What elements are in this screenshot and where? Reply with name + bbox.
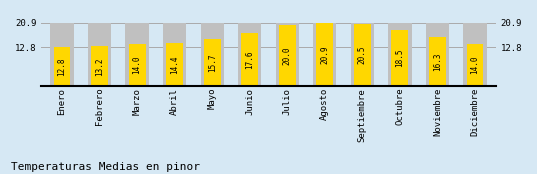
Text: 17.6: 17.6 [245, 50, 254, 69]
Bar [275, 23, 299, 86]
Bar [463, 23, 487, 86]
Text: 20.9: 20.9 [320, 45, 329, 64]
Text: Temperaturas Medias en pinor: Temperaturas Medias en pinor [11, 162, 200, 172]
Bar [163, 23, 186, 86]
Text: 15.7: 15.7 [208, 53, 217, 72]
Text: 20.0: 20.0 [283, 47, 292, 65]
Bar [88, 23, 111, 86]
Bar [429, 37, 446, 86]
Bar [204, 38, 221, 86]
Bar [313, 23, 337, 86]
Bar [241, 33, 258, 86]
Bar [54, 47, 70, 86]
Bar [391, 30, 408, 86]
Bar [426, 23, 449, 86]
Bar [238, 23, 262, 86]
Bar [279, 25, 296, 86]
Text: 14.0: 14.0 [133, 56, 142, 74]
Bar [316, 23, 333, 86]
Text: 16.3: 16.3 [433, 52, 442, 71]
Text: 13.2: 13.2 [95, 57, 104, 76]
Text: 14.0: 14.0 [470, 56, 480, 74]
Text: 14.4: 14.4 [170, 55, 179, 74]
Text: 12.8: 12.8 [57, 58, 67, 76]
Bar [129, 44, 146, 86]
Bar [166, 42, 183, 86]
Bar [50, 23, 74, 86]
Bar [354, 24, 371, 86]
Bar [388, 23, 411, 86]
Bar [467, 44, 483, 86]
Bar [200, 23, 224, 86]
Bar [91, 46, 108, 86]
Bar [351, 23, 374, 86]
Bar [126, 23, 149, 86]
Text: 18.5: 18.5 [395, 49, 404, 68]
Text: 20.5: 20.5 [358, 46, 367, 64]
